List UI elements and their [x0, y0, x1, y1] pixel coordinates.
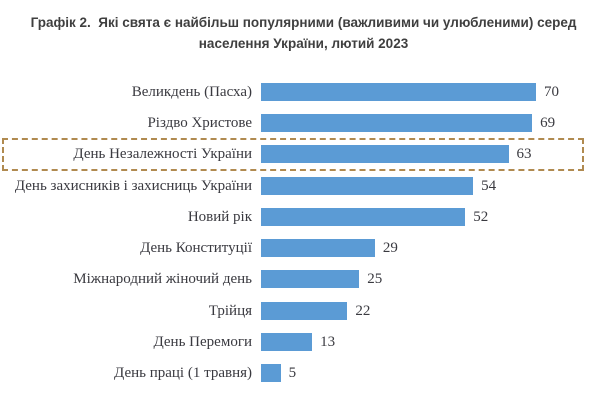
- bar-row: День Конституції 29: [0, 232, 607, 263]
- bar-track: 29: [261, 239, 607, 258]
- bar-track: 22: [261, 301, 607, 320]
- bar: [261, 145, 509, 164]
- bar-track: 54: [261, 176, 607, 195]
- bar: [261, 301, 348, 320]
- value-label: 5: [288, 365, 297, 382]
- category-label: Різдво Христове: [147, 114, 252, 131]
- bar-track: 70: [261, 82, 607, 101]
- chart-title: Графік 2. Які свята є найбільш популярни…: [30, 15, 581, 51]
- category-label: День Незалежності України: [73, 146, 252, 163]
- bar: [261, 176, 474, 195]
- bar: [261, 239, 375, 258]
- bar-row: Міжнародний жіночий день 25: [0, 264, 607, 295]
- category-label: Міжнародний жіночий день: [73, 271, 252, 288]
- bar-row: Різдво Христове 69: [0, 107, 607, 138]
- bar-row: День Перемоги 13: [0, 326, 607, 357]
- bar: [261, 82, 536, 101]
- bar-row: День захисників і захисниць України 54: [0, 170, 607, 201]
- bar-row: Новий рік 52: [0, 201, 607, 232]
- bar-track: 13: [261, 333, 607, 352]
- value-label: 63: [516, 146, 532, 163]
- category-label: День захисників і захисниць України: [14, 177, 252, 194]
- value-label: 54: [481, 177, 497, 194]
- bar-chart: Великдень (Пасха) 70 Різдво Христове 69 День…: [0, 76, 607, 389]
- bar-track: 69: [261, 113, 607, 132]
- bar: [261, 364, 281, 383]
- bar-row: Великдень (Пасха) 70: [0, 76, 607, 107]
- bar-row: День Незалежності України 63: [0, 137, 607, 171]
- category-label: Новий рік: [187, 208, 252, 225]
- bar-row: День праці (1 травня) 5: [0, 358, 607, 389]
- bar-track: 25: [261, 270, 607, 289]
- bar-track: 63: [261, 145, 607, 164]
- bar: [261, 207, 466, 226]
- category-label: Великдень (Пасха): [131, 83, 252, 100]
- value-label: 13: [320, 334, 336, 351]
- bar-row: Трійця 22: [0, 295, 607, 326]
- value-label: 22: [355, 302, 371, 319]
- bar: [261, 113, 533, 132]
- bar-track: 52: [261, 207, 607, 226]
- value-label: 70: [544, 83, 559, 100]
- value-label: 25: [367, 271, 383, 288]
- category-label: Трійця: [208, 302, 252, 319]
- bar: [261, 270, 360, 289]
- bar-track: 5: [261, 364, 607, 383]
- value-label: 52: [473, 208, 489, 225]
- category-label: День Перемоги: [153, 334, 252, 351]
- bar: [261, 333, 313, 352]
- category-label: День Конституції: [140, 240, 252, 257]
- value-label: 29: [382, 240, 398, 257]
- value-label: 69: [540, 114, 556, 131]
- category-label: День праці (1 травня): [114, 365, 252, 382]
